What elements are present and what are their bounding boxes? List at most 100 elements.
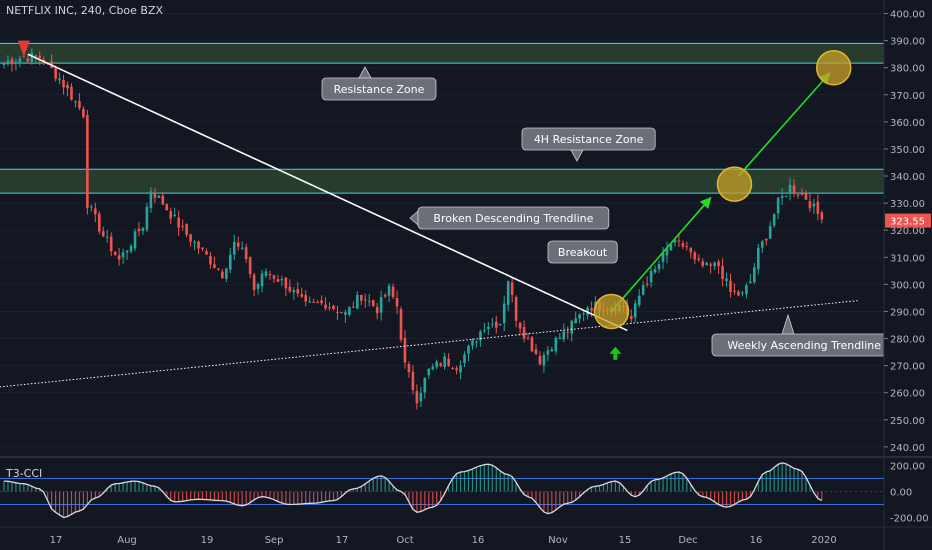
candle xyxy=(157,194,161,198)
candle-body xyxy=(363,299,367,301)
candle xyxy=(431,363,435,371)
candle xyxy=(510,276,514,303)
cci-tick-label: 200.00 xyxy=(890,462,925,473)
callout: 4H Resistance Zone xyxy=(521,127,656,162)
candle-body xyxy=(157,195,161,198)
candle xyxy=(665,241,669,264)
callout-label: Broken Descending Trendline xyxy=(433,212,593,225)
candle-body xyxy=(236,242,240,247)
candle-body xyxy=(554,337,558,352)
cci-tick-label: 0.00 xyxy=(890,488,912,499)
time-tick-label: Oct xyxy=(396,535,413,546)
candle xyxy=(439,362,442,368)
candle-body xyxy=(391,286,395,297)
candle xyxy=(312,298,315,304)
cci-tick-label: -200.00 xyxy=(890,514,929,525)
candle xyxy=(304,290,308,307)
candle-body xyxy=(768,226,772,239)
candle-body xyxy=(304,295,308,302)
candle-body xyxy=(415,390,419,404)
callout: Resistance Zone xyxy=(321,66,437,101)
candle xyxy=(721,258,724,287)
time-tick-label: 16 xyxy=(472,535,485,546)
candle-body xyxy=(538,356,542,365)
candle xyxy=(145,202,149,233)
candle xyxy=(749,273,752,284)
candle xyxy=(133,228,137,252)
candle xyxy=(753,262,756,285)
candle xyxy=(129,243,133,254)
candle-body xyxy=(228,254,232,270)
candle-body xyxy=(558,337,562,340)
candle-body xyxy=(181,225,184,227)
last-price-label: 323.55 xyxy=(890,217,925,228)
candle xyxy=(90,204,93,212)
candle-body xyxy=(141,227,145,232)
candle-body xyxy=(260,273,264,287)
candle xyxy=(772,213,776,228)
candle xyxy=(74,100,77,108)
callout-label: 4H Resistance Zone xyxy=(534,133,644,146)
candle xyxy=(526,332,530,340)
candle-body xyxy=(439,363,442,366)
candle xyxy=(264,268,268,279)
last-price-badge xyxy=(885,213,931,228)
candle xyxy=(367,293,371,307)
candle xyxy=(816,194,820,221)
candle xyxy=(221,268,224,279)
candle xyxy=(629,309,633,324)
candle xyxy=(66,81,69,97)
candle-body xyxy=(70,86,73,100)
candle-body xyxy=(522,326,526,339)
candle xyxy=(558,332,562,340)
candle-body xyxy=(729,280,732,292)
candle xyxy=(149,187,153,213)
candle-body xyxy=(590,308,593,311)
price-tick-label: 330.00 xyxy=(890,199,925,210)
candle xyxy=(645,276,649,288)
candle xyxy=(125,249,129,260)
candle xyxy=(717,259,720,275)
indicator-label: T3-CCI xyxy=(6,467,43,480)
candle xyxy=(137,222,141,237)
candle xyxy=(566,326,570,340)
candle xyxy=(348,306,351,317)
candle xyxy=(550,346,554,353)
candle xyxy=(268,270,272,281)
candle xyxy=(197,240,200,255)
candle-body xyxy=(292,290,296,293)
candle-body xyxy=(232,241,236,255)
candle xyxy=(387,283,391,303)
candle xyxy=(757,243,760,275)
candle-body xyxy=(133,231,137,249)
price-tick-label: 300.00 xyxy=(890,280,925,291)
candle xyxy=(737,289,740,297)
candle xyxy=(451,366,454,370)
candle-body xyxy=(383,294,387,297)
candle xyxy=(494,315,498,334)
candle xyxy=(324,296,327,311)
candle-body xyxy=(808,201,812,209)
candle xyxy=(514,295,518,328)
candle xyxy=(713,261,716,270)
candle-body xyxy=(18,58,22,64)
candle xyxy=(689,247,693,259)
candle-body xyxy=(471,340,474,346)
candle-body xyxy=(717,261,720,267)
candle-body xyxy=(435,361,439,368)
candle xyxy=(574,311,577,324)
candle-body xyxy=(6,60,10,65)
candle xyxy=(105,230,109,243)
candle-body xyxy=(772,214,776,226)
candle xyxy=(578,313,581,324)
candle-body xyxy=(701,261,705,266)
candle xyxy=(320,295,323,306)
candle-body xyxy=(546,350,550,355)
candle-body xyxy=(431,366,435,370)
candle-body xyxy=(487,326,490,329)
candle xyxy=(70,83,73,101)
candle-body xyxy=(685,246,689,248)
candle-body xyxy=(320,300,323,304)
candle-body xyxy=(272,275,276,279)
